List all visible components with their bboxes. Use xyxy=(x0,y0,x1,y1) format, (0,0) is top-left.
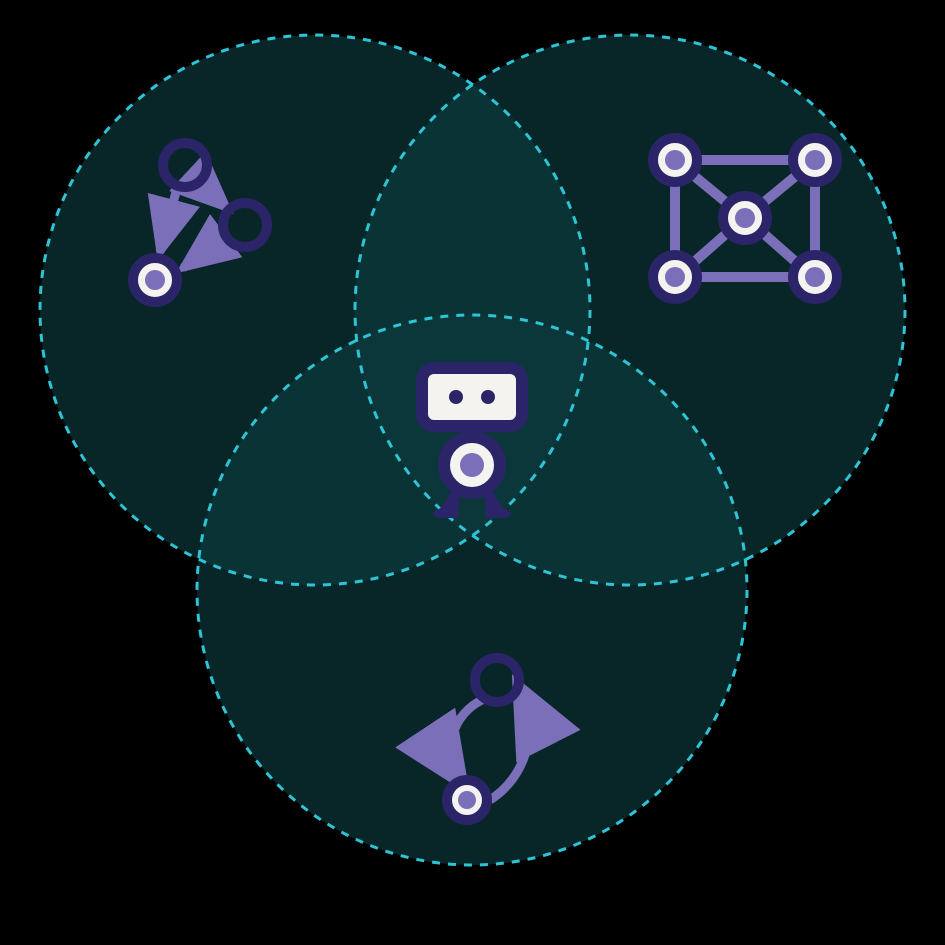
venn-diagram xyxy=(0,0,945,945)
